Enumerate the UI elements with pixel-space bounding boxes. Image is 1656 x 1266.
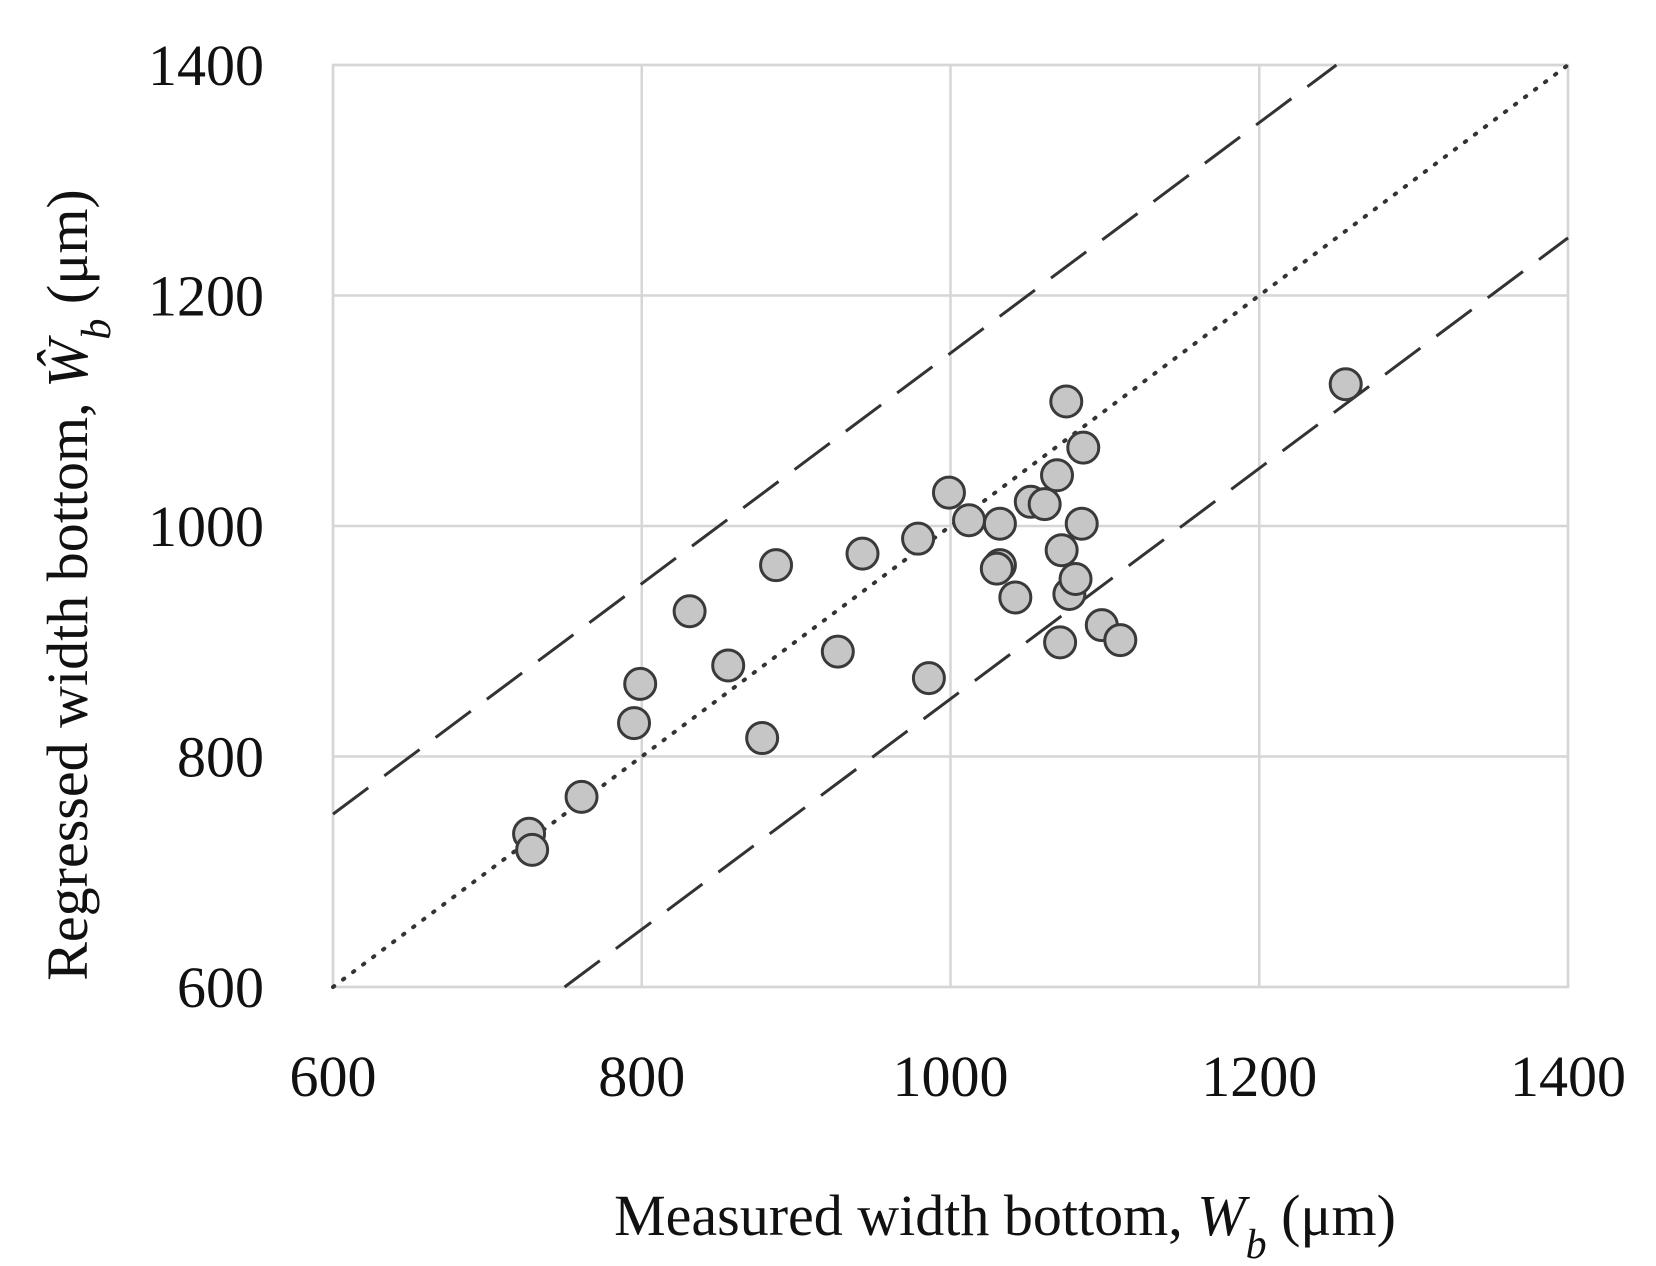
x-tick-label: 1200 xyxy=(1201,1044,1317,1109)
data-point xyxy=(1049,384,1084,419)
data-point xyxy=(979,551,1014,586)
data-point xyxy=(745,721,780,756)
x-axis-label: Measured width bottom, Wb (μm) xyxy=(614,1183,1396,1266)
data-point xyxy=(1044,533,1079,568)
data-point xyxy=(759,548,794,583)
data-point xyxy=(998,580,1033,615)
x-tick-label: 1000 xyxy=(893,1044,1009,1109)
data-point xyxy=(617,706,652,741)
data-point xyxy=(1043,625,1078,660)
x-tick-label: 1400 xyxy=(1510,1044,1626,1109)
x-tick-labels: 600 800 1000 1200 1400 xyxy=(290,1044,1627,1109)
data-point xyxy=(1066,430,1101,465)
x-tick-label: 800 xyxy=(598,1044,685,1109)
bound-line xyxy=(332,63,1338,816)
plot-area-frame xyxy=(331,63,1570,989)
data-point xyxy=(515,832,550,867)
bound-line xyxy=(563,236,1569,989)
y-tick-labels: 600 800 1000 1200 1400 xyxy=(148,33,264,1020)
data-point xyxy=(564,779,599,814)
y-tick-label: 1200 xyxy=(148,264,264,329)
data-point xyxy=(1027,487,1062,522)
data-point xyxy=(911,661,946,696)
data-point xyxy=(901,521,936,556)
data-point xyxy=(952,503,987,538)
data-point xyxy=(820,634,855,669)
y-tick-label: 600 xyxy=(177,955,264,1020)
data-point xyxy=(1040,458,1075,493)
data-point xyxy=(1058,562,1093,597)
y-tick-label: 1000 xyxy=(148,494,264,559)
data-point xyxy=(1064,506,1099,541)
x-tick-label: 600 xyxy=(290,1044,377,1109)
y-tick-label: 1400 xyxy=(148,33,264,98)
data-point xyxy=(1328,367,1363,402)
data-point xyxy=(982,506,1017,541)
data-point xyxy=(672,594,707,629)
data-point xyxy=(1103,623,1138,658)
data-point xyxy=(931,475,966,510)
data-point xyxy=(711,648,746,683)
y-axis-label: Regressed width bottom, Ŵb (μm) xyxy=(35,189,120,981)
data-points xyxy=(512,367,1363,867)
y-tick-label: 800 xyxy=(177,725,264,790)
data-point xyxy=(623,666,658,701)
data-point xyxy=(845,536,880,571)
reference-lines xyxy=(331,63,1570,989)
